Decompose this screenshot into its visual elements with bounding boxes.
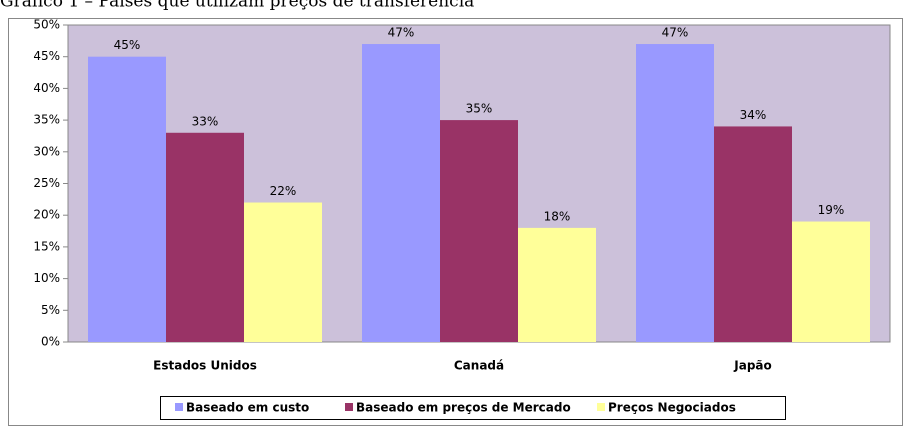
y-tick-label: 5% [41, 303, 60, 317]
bar [88, 56, 166, 342]
y-tick-label: 10% [33, 271, 60, 285]
bar [166, 132, 244, 342]
x-tick-label: Canadá [454, 359, 504, 373]
data-label: 19% [818, 203, 845, 217]
y-tick-label: 45% [33, 49, 60, 63]
y-tick-label: 25% [33, 176, 60, 190]
x-tick-label: Estados Unidos [153, 359, 257, 373]
data-label: 47% [662, 26, 689, 40]
data-label: 45% [114, 38, 141, 52]
y-tick-label: 20% [33, 208, 60, 222]
bar [636, 44, 714, 343]
data-label: 18% [544, 209, 571, 223]
legend [160, 396, 786, 420]
y-tick-label: 50% [33, 18, 60, 32]
y-tick-label: 15% [33, 239, 60, 253]
y-tick-label: 35% [33, 113, 60, 127]
y-tick-label: 40% [33, 81, 60, 95]
legend-label: Preços Negociados [608, 401, 736, 415]
bar [518, 227, 596, 342]
legend-label: Baseado em custo [186, 401, 309, 415]
data-label: 22% [270, 184, 297, 198]
data-label: 47% [388, 26, 415, 40]
data-label: 33% [192, 114, 219, 128]
bar [362, 44, 440, 343]
bar [244, 202, 322, 342]
data-label: 34% [740, 108, 767, 122]
y-tick-label: 30% [33, 144, 60, 158]
legend-label: Baseado em preços de Mercado [356, 401, 571, 415]
bar [792, 221, 870, 342]
bar [440, 120, 518, 342]
x-tick-label: Japão [733, 359, 772, 373]
data-label: 35% [466, 102, 493, 116]
bar [714, 126, 792, 342]
chart-title: Gráfico 1 – Países que utilizam preços d… [0, 0, 474, 12]
legend-swatch [175, 403, 183, 411]
legend-swatch [345, 403, 353, 411]
y-tick-label: 0% [41, 335, 60, 349]
legend-swatch [597, 403, 605, 411]
